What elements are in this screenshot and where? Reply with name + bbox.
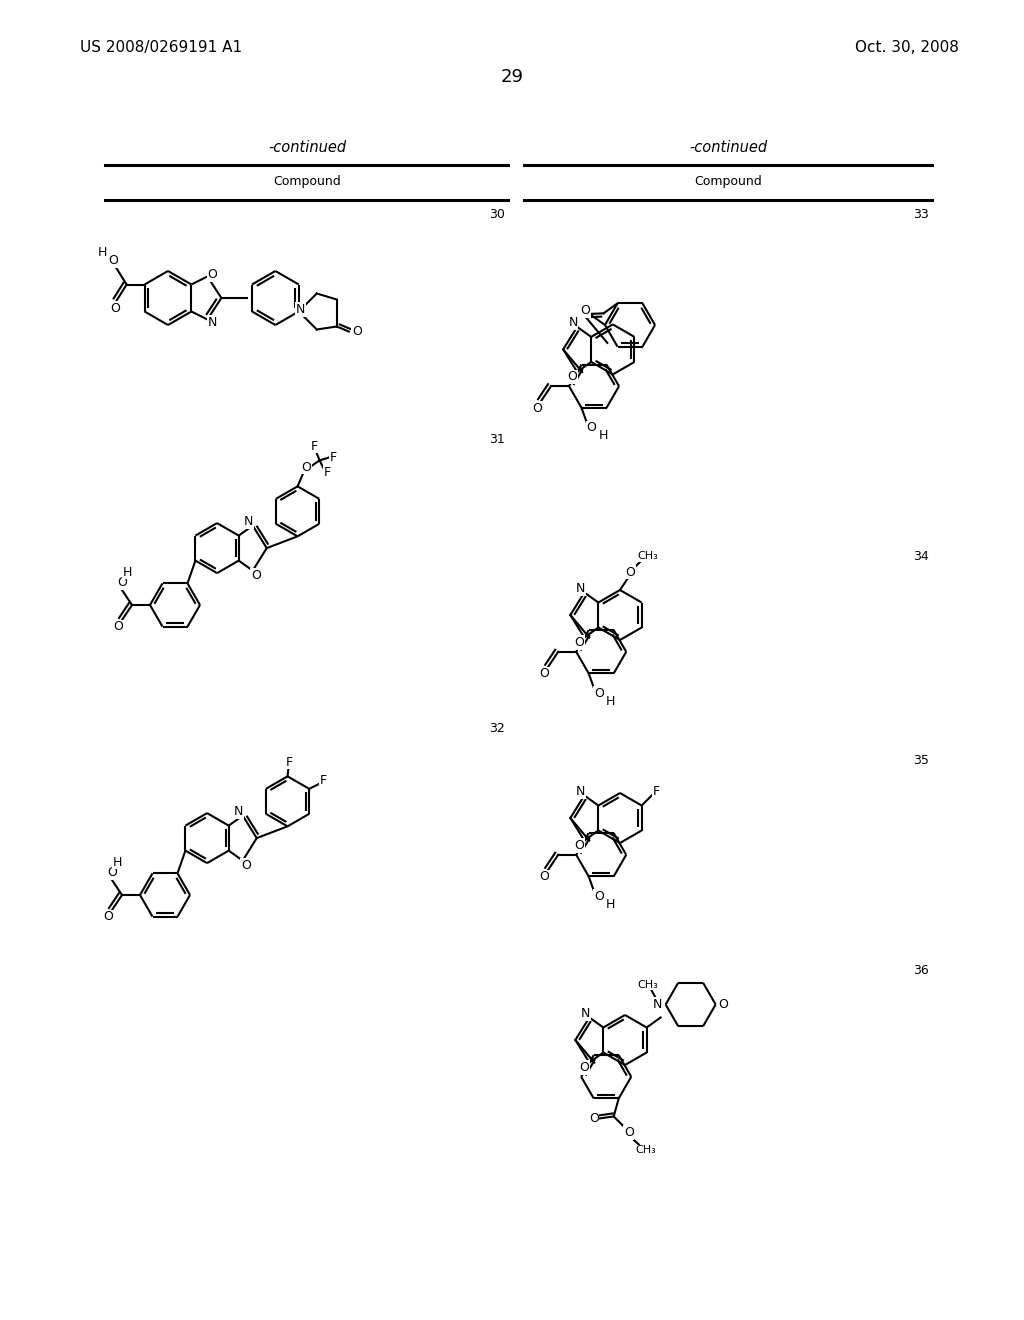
Text: Compound: Compound [273, 176, 341, 187]
Text: 30: 30 [489, 209, 505, 220]
Text: O: O [594, 890, 603, 903]
Text: US 2008/0269191 A1: US 2008/0269191 A1 [80, 40, 242, 55]
Text: O: O [103, 911, 113, 924]
Text: O: O [587, 421, 596, 434]
Text: H: H [98, 246, 108, 259]
Text: F: F [286, 756, 293, 768]
Text: O: O [574, 840, 585, 851]
Text: O: O [540, 870, 549, 883]
Text: O: O [117, 577, 127, 590]
Text: O: O [109, 253, 119, 267]
Text: CH₃: CH₃ [638, 550, 658, 561]
Text: N: N [296, 304, 305, 315]
Text: N: N [244, 515, 253, 528]
Text: O: O [580, 1061, 589, 1074]
Text: F: F [330, 451, 337, 463]
Text: O: O [594, 686, 603, 700]
Text: -continued: -continued [268, 140, 346, 154]
Text: F: F [653, 785, 660, 799]
Text: F: F [319, 775, 327, 787]
Text: O: O [208, 268, 217, 281]
Text: N: N [581, 1007, 590, 1020]
Text: CH₃: CH₃ [637, 979, 658, 990]
Text: O: O [251, 569, 261, 582]
Text: N: N [234, 805, 244, 818]
Text: 29: 29 [501, 69, 523, 86]
Text: O: O [625, 565, 635, 578]
Text: O: O [589, 1111, 599, 1125]
Text: Compound: Compound [694, 176, 762, 187]
Text: 31: 31 [489, 433, 505, 446]
Text: H: H [122, 565, 132, 578]
Text: H: H [599, 429, 608, 442]
Text: 33: 33 [913, 209, 929, 220]
Text: O: O [624, 1126, 634, 1139]
Text: O: O [567, 371, 578, 383]
Text: O: O [352, 325, 361, 338]
Text: H: H [606, 694, 615, 708]
Text: CH₃: CH₃ [635, 1146, 656, 1155]
Text: -continued: -continued [689, 140, 767, 154]
Text: O: O [108, 866, 117, 879]
Text: N: N [575, 582, 585, 595]
Text: O: O [113, 620, 123, 634]
Text: F: F [324, 466, 331, 479]
Text: O: O [719, 998, 729, 1011]
Text: O: O [540, 668, 549, 680]
Text: O: O [580, 305, 590, 318]
Text: O: O [111, 302, 121, 315]
Text: Oct. 30, 2008: Oct. 30, 2008 [855, 40, 958, 55]
Text: 34: 34 [913, 550, 929, 564]
Text: H: H [113, 855, 122, 869]
Text: O: O [302, 461, 311, 474]
Text: 36: 36 [913, 964, 929, 977]
Text: H: H [606, 898, 615, 911]
Text: 32: 32 [489, 722, 505, 735]
Text: 35: 35 [913, 754, 929, 767]
Text: N: N [208, 315, 217, 329]
Text: O: O [574, 636, 585, 649]
Text: O: O [532, 401, 542, 414]
Text: N: N [653, 998, 663, 1011]
Text: N: N [575, 785, 585, 799]
Text: N: N [568, 317, 578, 330]
Text: F: F [311, 440, 318, 453]
Text: O: O [241, 859, 251, 873]
